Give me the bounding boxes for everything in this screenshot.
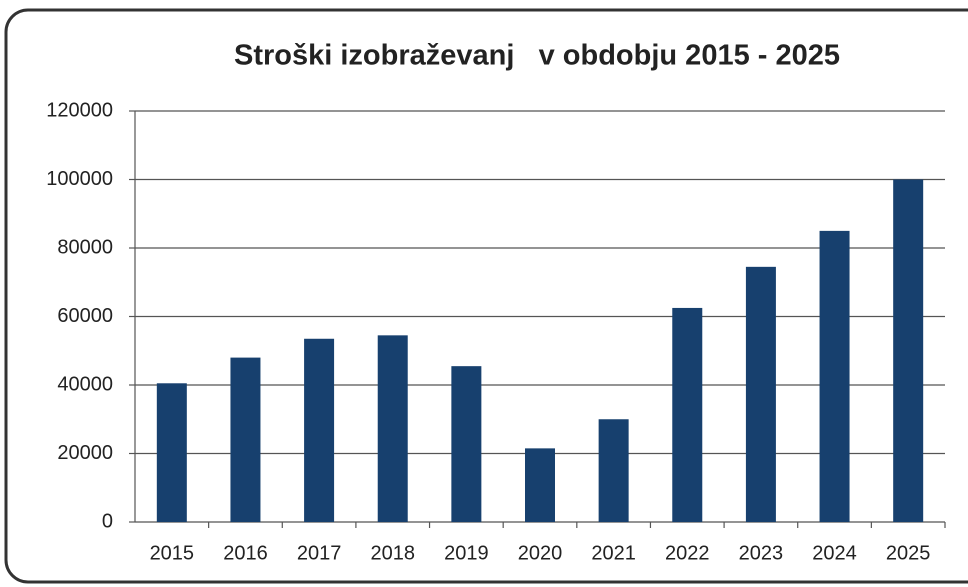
y-tick-label: 20000 <box>57 442 113 464</box>
x-tick-label: 2017 <box>297 542 342 564</box>
bar <box>156 383 187 522</box>
bar <box>451 366 482 522</box>
x-tick-label: 2025 <box>886 542 931 564</box>
y-tick-label: 40000 <box>57 373 113 395</box>
x-tick-label: 2023 <box>739 542 784 564</box>
bar <box>672 307 703 522</box>
x-tick-label: 2022 <box>665 542 710 564</box>
x-tick-label: 2021 <box>591 542 636 564</box>
y-tick-label: 0 <box>102 510 113 532</box>
x-tick-label: 2018 <box>370 542 415 564</box>
bar <box>304 338 335 522</box>
bar <box>598 419 629 522</box>
x-tick-label: 2019 <box>444 542 489 564</box>
bar <box>745 266 776 522</box>
y-tick-label: 80000 <box>57 236 113 258</box>
bar <box>525 448 555 522</box>
x-tick-label: 2020 <box>518 542 563 564</box>
x-tick-label: 2024 <box>812 542 857 564</box>
y-tick-label: 120000 <box>46 99 113 121</box>
x-tick-label: 2016 <box>223 542 268 564</box>
chart-frame <box>4 8 968 584</box>
bar <box>819 230 850 522</box>
chart-title: Stroški izobraževanj v obdobju 2015 - 20… <box>234 40 840 72</box>
bar <box>377 335 408 522</box>
y-tick-label: 100000 <box>46 168 113 190</box>
y-tick-label: 60000 <box>57 305 113 327</box>
bar <box>893 179 924 522</box>
x-tick-label: 2015 <box>150 542 195 564</box>
bar <box>230 357 261 522</box>
